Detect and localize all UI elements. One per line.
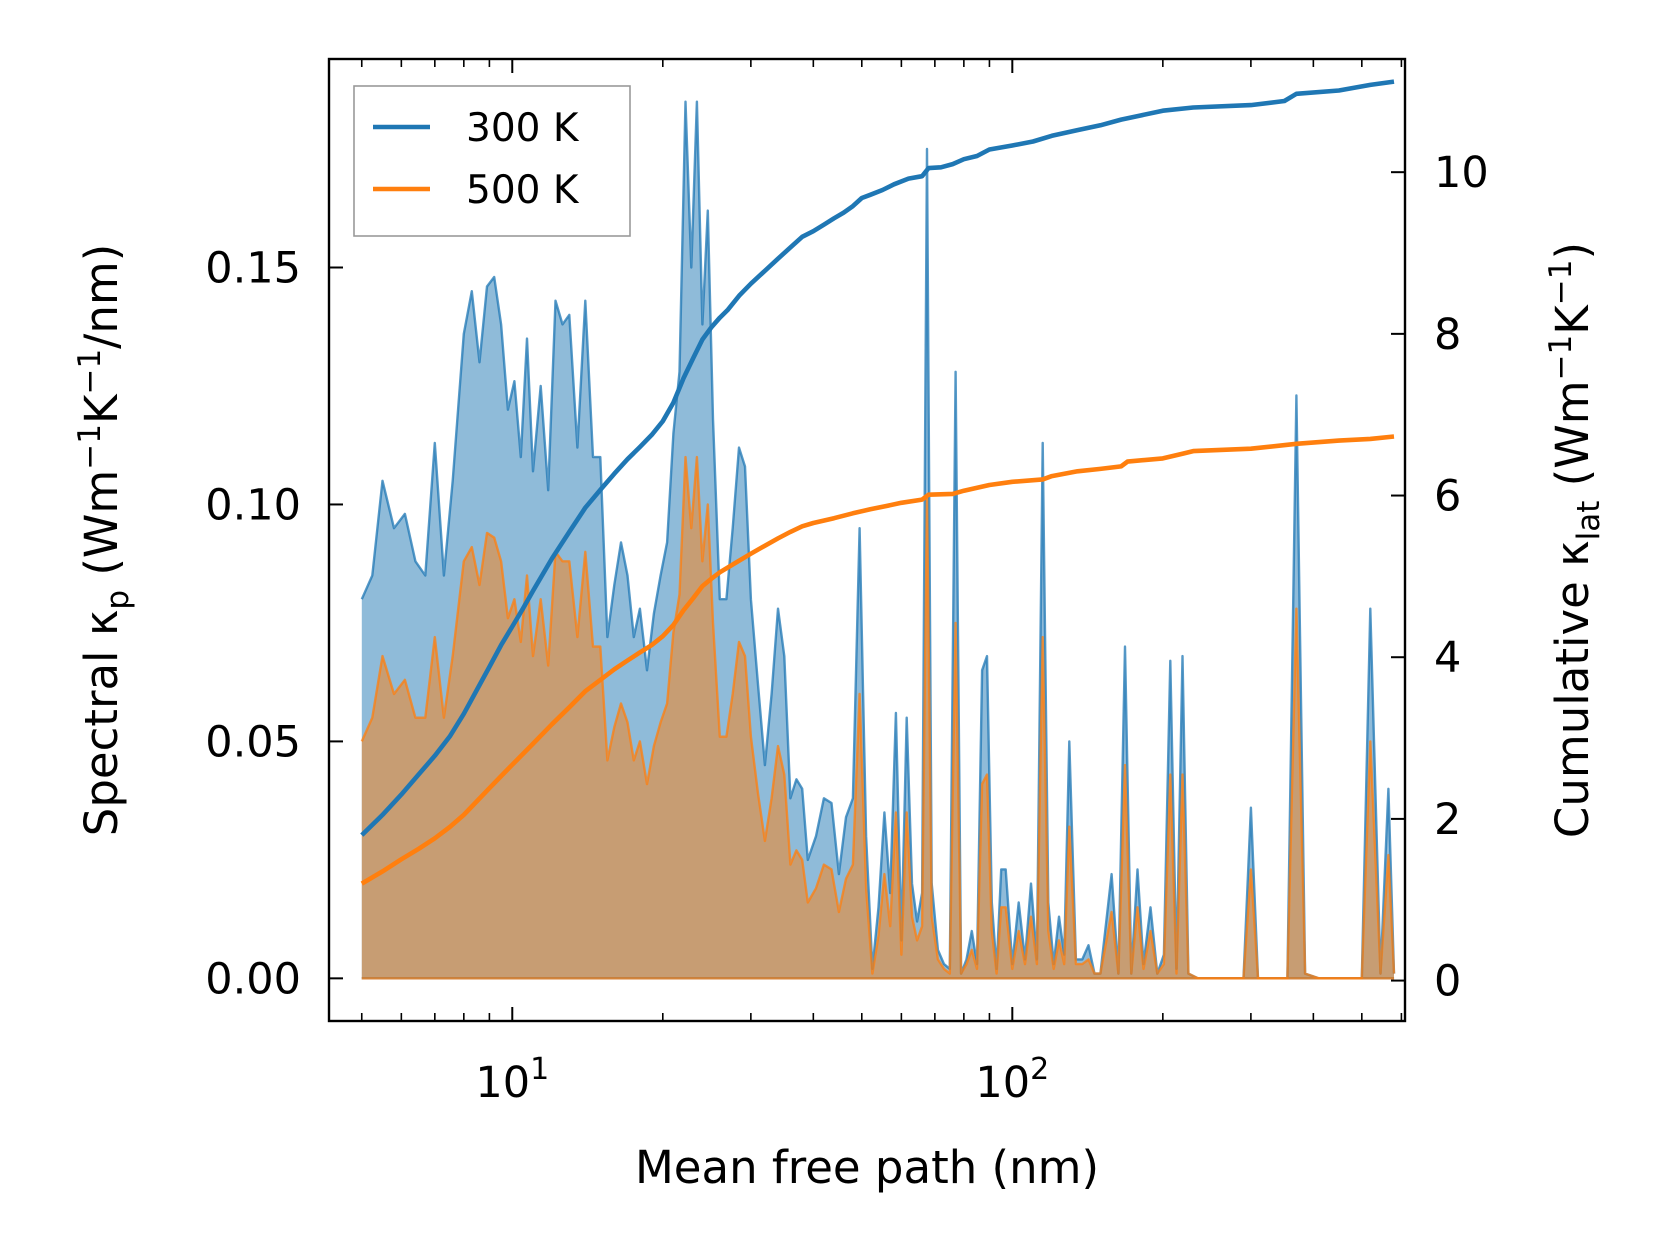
y-tick-label: 0.15: [205, 244, 301, 294]
spectral-line-500k: [360, 455, 1396, 980]
x-axis-title: Mean free path (nm): [635, 1141, 1099, 1194]
legend-label-500k: 500 K: [466, 168, 580, 213]
y-tick-label: 0.10: [205, 480, 301, 530]
legend-label-300k: 300 K: [466, 106, 580, 151]
y-axis-title: Spectral κp (Wm−1K−1/nm): [72, 244, 136, 837]
tick-labels: 101 102 0.00 0.05 0.10 0.15 0 2 4 6 8 10: [205, 148, 1488, 1108]
legend: 300 K 500 K: [353, 85, 631, 237]
y2-tick-label: 10: [1434, 148, 1489, 198]
legend-box: [353, 85, 631, 237]
y2-tick-label: 0: [1434, 957, 1461, 1007]
spectral-line-300k: [360, 100, 1396, 980]
cumulative-line-500k: [360, 434, 1395, 886]
x-tick-label: 101: [475, 1052, 549, 1108]
y2-tick-label: 8: [1434, 310, 1461, 360]
cumulative-line-300k: [360, 79, 1395, 837]
ticks: [329, 59, 1405, 1021]
y2-tick-label: 2: [1434, 795, 1461, 845]
spectral-fill-500k: [361, 457, 1394, 979]
plot-content: [360, 79, 1396, 980]
y2-tick-label: 4: [1434, 633, 1461, 683]
y-tick-label: 0.00: [205, 954, 301, 1004]
y-tick-label: 0.05: [205, 717, 301, 767]
plot-frame: [327, 57, 1407, 1023]
y2-tick-label: 6: [1434, 472, 1461, 522]
x-tick-label: 102: [975, 1052, 1049, 1108]
